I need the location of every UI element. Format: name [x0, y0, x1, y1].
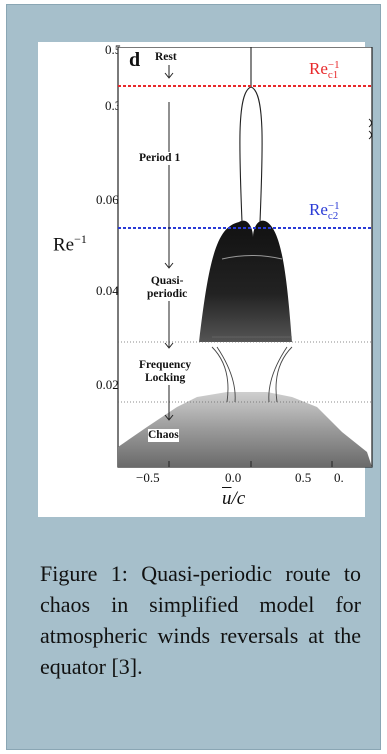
region-label-quasiperiodic: Quasi- periodic: [147, 275, 188, 301]
locking-branches: [211, 346, 293, 403]
y-tick-label: 0.04: [96, 283, 119, 298]
y-tick-label: 0.5: [105, 42, 122, 57]
region-label-frequency-locking: Frequency Locking: [139, 359, 192, 385]
region-arrow: [164, 382, 174, 421]
y-tick-label: 0.3: [105, 98, 122, 113]
y-tick-label: 0.06: [96, 192, 119, 207]
region-arrow: [164, 297, 174, 349]
panel-letter: d: [129, 49, 141, 71]
period1-branches: [239, 47, 263, 223]
region-arrow: [164, 65, 174, 79]
plot-svg: [117, 47, 373, 468]
threshold-label-rec2: Re −1 c2: [309, 200, 340, 223]
x-tick-label: 0.5: [295, 470, 312, 485]
figure-caption: Figure 1: Quasi-periodic route to chaos …: [40, 561, 361, 679]
y-axis-label: Re−1: [53, 232, 87, 256]
x-axis-label: u/c: [222, 488, 246, 509]
bifurcation-plot: d Rest Period 1 Quasi- periodic Frequenc…: [117, 47, 373, 469]
wedge-detail: [221, 255, 283, 260]
y-tick-label: 0.02: [96, 377, 119, 392]
axis-break-right: [368, 118, 372, 140]
x-tick-label: 0.: [334, 470, 344, 485]
region-label-period1: Period 1: [139, 152, 181, 165]
region-label-rest: Rest: [155, 51, 177, 63]
quasiperiodic-region: [199, 220, 292, 342]
region-label-chaos: Chaos: [148, 429, 179, 442]
x-tick-label: 0.0: [225, 470, 242, 485]
region-arrow: [164, 102, 174, 269]
x-tick-label: −0.5: [136, 470, 160, 485]
chaos-region: [118, 392, 372, 467]
threshold-label-rec1: Re −1 c1: [309, 59, 340, 82]
